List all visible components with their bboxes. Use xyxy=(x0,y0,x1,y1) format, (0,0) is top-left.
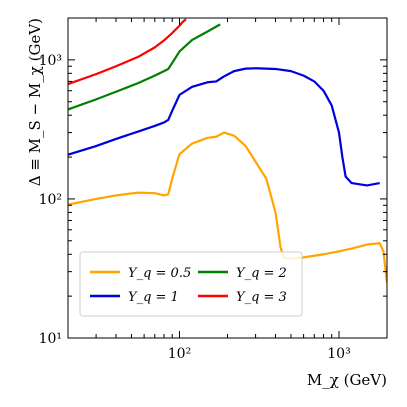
y-tick-label: 10² xyxy=(39,192,62,208)
ticks-layer: 10² 10³ 10¹ 10² 10³ xyxy=(39,17,388,362)
series-line-3 xyxy=(68,23,221,111)
legend-entry-label: Y_q = 0.5 xyxy=(128,266,191,281)
legend: Y_q = 0.5 Y_q = 1 Y_q = 2 Y_q = 3 xyxy=(79,251,303,317)
y-axis-label: Δ ≡ M_S − M_χ (GeV) xyxy=(26,18,44,186)
legend-box xyxy=(79,251,303,317)
series-line-1 xyxy=(68,131,387,283)
y-tick-label: 10¹ xyxy=(39,331,62,347)
series-line-2 xyxy=(68,67,380,187)
y-tick-label: 10³ xyxy=(39,53,62,69)
series-line-4 xyxy=(68,18,187,86)
legend-entry-label: Y_q = 3 xyxy=(236,290,287,305)
x-axis-label: M_χ (GeV) xyxy=(307,371,387,389)
legend-entry-label: Y_q = 1 xyxy=(128,290,179,305)
x-tick-label: 10³ xyxy=(327,346,350,362)
x-tick-label: 10² xyxy=(168,346,191,362)
legend-entry-label: Y_q = 2 xyxy=(236,266,287,281)
series-layer xyxy=(68,18,387,283)
